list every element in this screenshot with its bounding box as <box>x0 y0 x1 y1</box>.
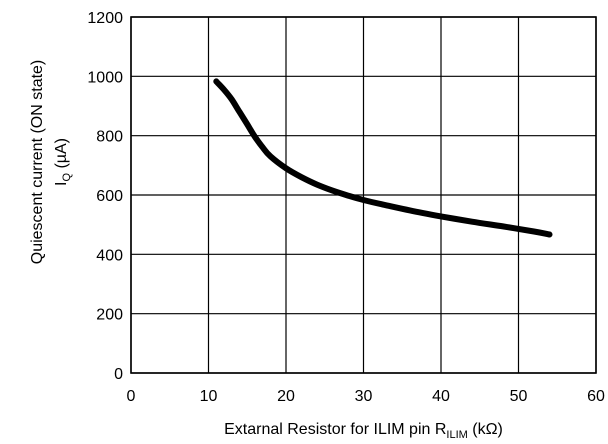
x-axis-label: Extarnal Resistor for ILIM pin RILIM (kΩ… <box>224 421 503 441</box>
y-tick-label: 600 <box>96 188 123 205</box>
y-tick-label: 800 <box>96 129 123 146</box>
x-tick-label: 30 <box>355 388 373 405</box>
x-tick-label: 50 <box>510 388 528 405</box>
y-axis-label-line1: Quiescent current (ON state) <box>29 60 46 265</box>
y-tick-labels: 0 200 400 600 800 1000 1200 <box>87 10 123 383</box>
x-axis-label-unit: (kΩ) <box>468 421 503 438</box>
x-axis-label-subscript: ILIM <box>446 429 467 441</box>
y-tick-label: 400 <box>96 247 123 264</box>
y-tick-label: 1000 <box>87 69 123 86</box>
y-axis-label-unit: (µA) <box>53 138 70 173</box>
x-tick-label: 40 <box>432 388 450 405</box>
y-tick-label: 1200 <box>87 10 123 27</box>
x-tick-labels: 0 10 20 30 40 50 60 <box>127 388 605 405</box>
y-tick-label: 200 <box>96 307 123 324</box>
y-axis-label-line2: IQ (µA) <box>53 138 73 186</box>
grid-lines <box>131 17 596 373</box>
x-axis-label-main: Extarnal Resistor for ILIM pin R <box>224 421 446 438</box>
series-line <box>216 81 549 234</box>
x-tick-label: 10 <box>200 388 218 405</box>
y-tick-label: 0 <box>114 366 123 383</box>
x-tick-label: 0 <box>127 388 136 405</box>
x-tick-label: 60 <box>587 388 605 405</box>
x-tick-label: 20 <box>277 388 295 405</box>
